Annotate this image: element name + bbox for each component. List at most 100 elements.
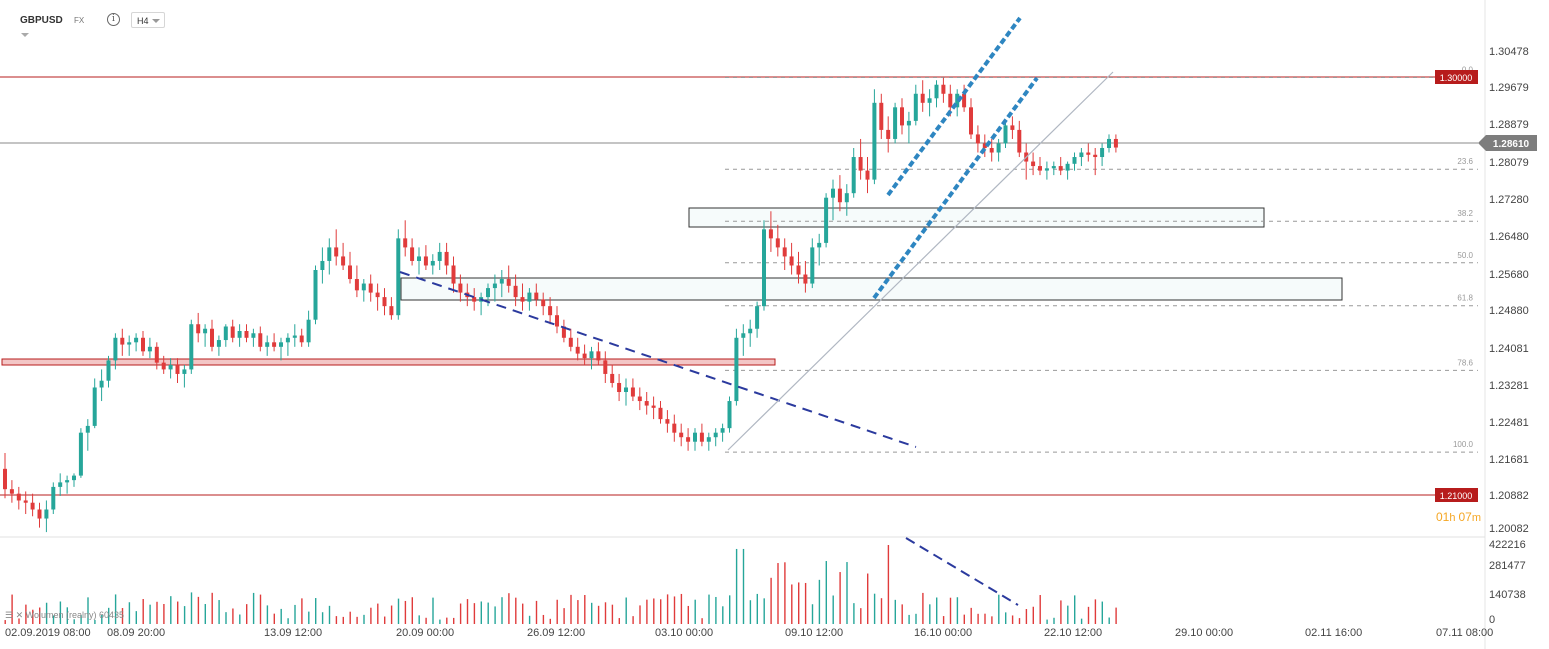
volume-bar [411, 597, 413, 624]
volume-bar [825, 561, 827, 624]
volume-bar [556, 599, 558, 624]
fib-level-label: 100.0 [1453, 440, 1474, 449]
channel-upper-line[interactable] [886, 16, 1022, 197]
volume-bar [321, 612, 324, 624]
candle-body [1017, 129, 1022, 153]
candle-body [127, 342, 132, 345]
volume-bar [1087, 606, 1090, 624]
candle-body [223, 326, 228, 341]
volume-bar [618, 618, 620, 624]
resistance-zone-upper[interactable] [688, 207, 1265, 228]
volume-bar [1108, 617, 1110, 624]
candle-body [679, 432, 684, 438]
candle-body [334, 247, 339, 257]
volume-tick-label: 140738 [1489, 589, 1526, 601]
volume-bar [108, 607, 110, 624]
volume-bar [708, 594, 710, 624]
candle-body [1079, 152, 1084, 158]
symbol-dropdown-icon[interactable] [21, 33, 29, 37]
volume-bar [225, 612, 227, 624]
candle-body [727, 401, 732, 429]
candle-body [44, 509, 49, 519]
volume-bar [991, 616, 993, 624]
candle-body [575, 346, 580, 354]
price-tick-label: 1.30478 [1489, 46, 1529, 58]
time-tick-label: 22.10 12:00 [1044, 627, 1102, 639]
candle-body [996, 143, 1001, 153]
volume-bar [349, 611, 351, 624]
candle-body [147, 346, 152, 352]
time-axis[interactable]: 02.09.2019 08:00 08.09 20:00 13.09 12:00 20… [5, 627, 1493, 639]
volume-bar [673, 596, 676, 624]
ascending-trendline[interactable] [727, 71, 1114, 451]
candle-body [982, 143, 987, 148]
candle-body [1058, 166, 1063, 171]
volume-bar [480, 601, 482, 624]
candle-body [741, 333, 746, 338]
chevron-down-icon [152, 19, 160, 23]
resistance-zone-lower[interactable] [400, 277, 1343, 301]
candle-body [3, 468, 7, 490]
descending-trendline[interactable] [399, 271, 917, 448]
volume-bar [377, 603, 379, 624]
candle-body [106, 360, 111, 381]
fibonacci-retracement[interactable]: 0.0 23.6 38.2 50.0 61.8 78.6 100.0 [725, 65, 1478, 453]
candle-body [699, 432, 704, 442]
candle-body [1065, 163, 1070, 171]
volume-bar [390, 605, 393, 624]
volume-trendline[interactable] [905, 537, 1019, 606]
price-tick-label: 1.24880 [1489, 305, 1529, 317]
volume-bar [128, 602, 131, 624]
candle-body [306, 319, 311, 343]
candle-body [313, 270, 318, 320]
support-zone-red[interactable] [1, 358, 776, 366]
volume-bar [294, 604, 296, 624]
volume-bar [446, 617, 448, 624]
volume-bar [956, 597, 959, 624]
volume-bar [646, 599, 648, 624]
time-tick-label: 13.09 12:00 [264, 627, 322, 639]
candle-body [403, 238, 408, 248]
candle-body [941, 84, 946, 94]
candle-body [831, 188, 835, 198]
volume-bar [315, 598, 317, 624]
volume-bar [25, 604, 27, 624]
candle-body [361, 283, 366, 291]
level-low-tag [1435, 488, 1478, 502]
volume-legend[interactable]: ☰ ✕ Wolumen (realny) 60435 [5, 610, 124, 621]
candle-body [92, 387, 97, 426]
candle-body [637, 396, 642, 402]
candle-body [99, 380, 104, 388]
price-axis[interactable]: 1.30478 1.29679 1.28879 1.28079 1.27280 1.264… [1489, 46, 1529, 535]
candle-body [837, 188, 842, 203]
candle-body [762, 229, 766, 307]
candle-body [596, 351, 601, 361]
candle-body [23, 500, 28, 503]
channel-lower-line[interactable] [872, 76, 1039, 300]
info-icon[interactable]: i [107, 13, 120, 26]
candle-body [693, 432, 697, 442]
timeframe-select[interactable]: H4 [131, 12, 165, 28]
candle-body [417, 256, 421, 261]
market-type-label: FX [74, 16, 85, 25]
candle-body [458, 283, 463, 293]
candle-body [285, 337, 290, 343]
candle-body [120, 337, 125, 345]
volume-bar [846, 562, 848, 624]
candle-body [817, 242, 822, 248]
volume-bar [832, 595, 834, 624]
price-tick-label: 1.28879 [1489, 119, 1529, 131]
volume-bar [791, 584, 793, 624]
countdown-hours-unit: h [1449, 512, 1455, 524]
symbol-label[interactable]: GBPUSD [20, 15, 63, 26]
volume-bar [735, 548, 738, 624]
candle-body [237, 331, 242, 338]
volume-bar [190, 592, 193, 624]
candle-body [1044, 168, 1049, 171]
candle-body [962, 93, 967, 108]
volume-bar [218, 600, 220, 624]
candle-body [720, 428, 725, 433]
level-high-tag-text: 1.30000 [1440, 73, 1473, 83]
volume-bar [722, 606, 724, 624]
